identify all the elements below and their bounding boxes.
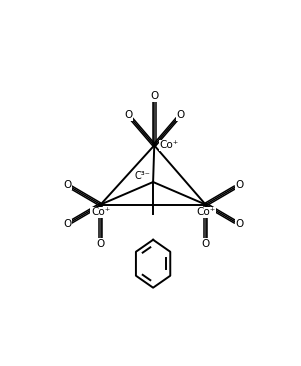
Text: O: O — [63, 180, 71, 190]
Text: O: O — [97, 239, 105, 249]
Text: O: O — [150, 91, 158, 101]
Text: O: O — [201, 239, 210, 249]
Text: Co⁺: Co⁺ — [160, 141, 179, 150]
Text: Co⁺: Co⁺ — [91, 208, 110, 217]
Text: O: O — [176, 110, 185, 120]
Text: O: O — [235, 219, 243, 229]
Text: O: O — [63, 219, 71, 229]
Text: C³⁻: C³⁻ — [135, 171, 150, 182]
Text: O: O — [235, 180, 243, 190]
Text: O: O — [124, 110, 132, 120]
Text: Co⁺: Co⁺ — [196, 208, 215, 217]
